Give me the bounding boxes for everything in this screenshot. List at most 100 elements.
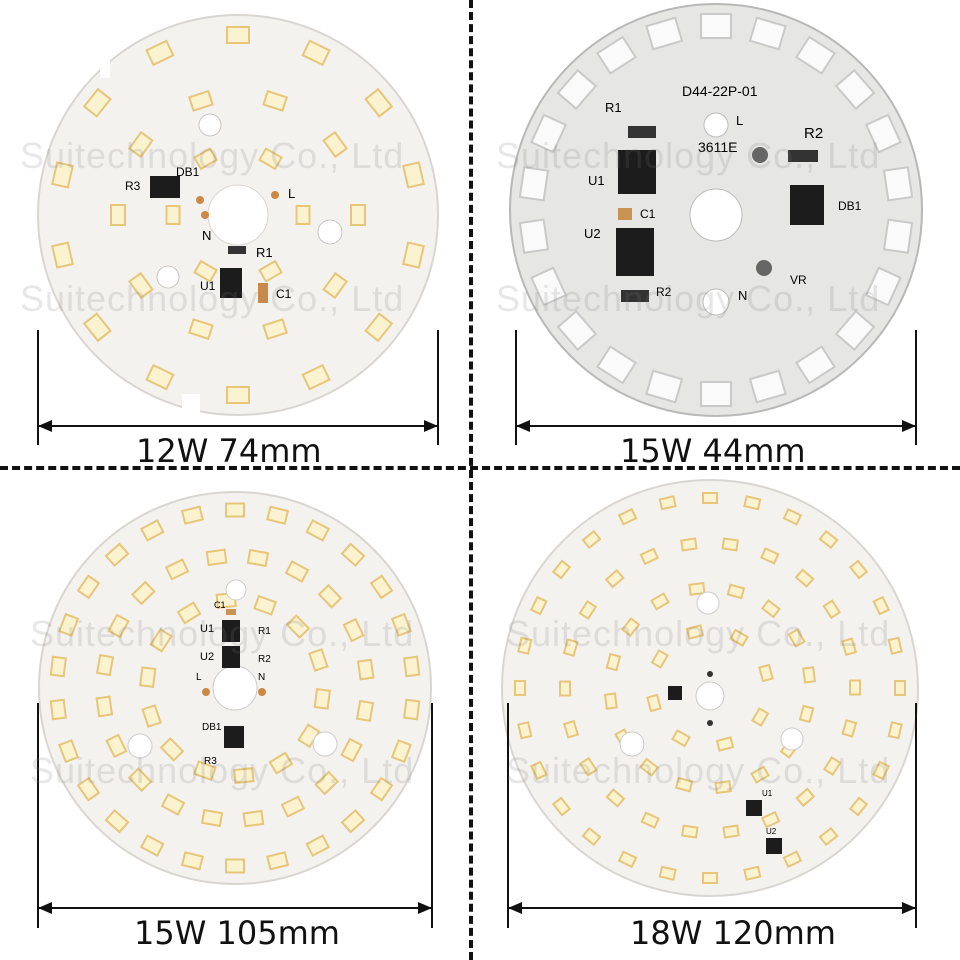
led-chip [887,636,903,655]
led-chip [317,583,343,609]
led-chip [834,309,876,352]
led-chip [782,850,803,869]
bridge-rectifier-chip [224,726,244,748]
led-chip [58,739,80,764]
panel-15w-44mm: D44-22P-01 3611E R1 R2 U1 U2 C1 DB1 L N … [478,0,948,470]
silk-model: D44-22P-01 [682,83,758,99]
silk-r1: R1 [256,245,273,260]
led-chip [700,13,732,39]
led-chip [782,507,803,526]
led-chip [603,692,618,710]
panel-18w: U1 U2 Suitechnology Co., Ltd Suitechnolo… [478,478,948,948]
led-chip [758,663,774,683]
led-chip [164,558,190,581]
led-chip [369,776,394,802]
led-chip [848,796,869,817]
led-group [518,13,914,407]
led-chip [364,87,394,118]
led-chip [95,695,114,718]
led-chip [517,721,533,740]
led-chip [139,519,165,542]
led-chip [49,655,67,678]
led-chip [285,614,311,639]
watermark: Suitechnology Co., Ltd [20,278,405,319]
led-chip [518,166,550,202]
panel-15w-105mm: U1 U2 R1 R2 C1 L N DB1 R3 Suitechnology … [0,478,470,948]
led-chip [205,548,228,567]
led-chip [127,271,154,300]
watermark: Suitechnology Co., Ltd [20,135,405,176]
led-chip [551,559,572,580]
led-chip [640,811,660,829]
led-chip [145,39,175,67]
silk-n: N [202,228,211,243]
led-chip [58,612,80,637]
led-chip [658,495,677,511]
led-chip [49,698,67,721]
led-chip [848,679,862,696]
led-chip [369,574,394,600]
led-chip [795,345,836,385]
led-chip [864,266,902,307]
led-chip [645,16,684,51]
led-chip [262,89,289,112]
led-chip [822,756,842,776]
led-chip [110,204,126,226]
led-chip [578,756,598,777]
led-chip [840,637,858,657]
led-chip [702,872,718,884]
led-chip [596,345,637,385]
led-chip [681,824,699,839]
driver-ic-u1 [222,620,240,642]
led-chip [558,680,572,697]
led-chip [193,259,218,283]
panel-label: 18W 120mm [630,914,836,948]
led-chip [787,628,806,648]
led-chip [882,166,914,202]
led-chip [340,542,366,568]
led-chip [165,205,181,225]
led-chip [581,826,602,847]
center-hole [689,188,743,242]
silk-r3: R3 [204,756,217,767]
led-chip [518,218,550,254]
silk-db1: DB1 [838,199,862,213]
led-chip [700,381,732,407]
led-chip [818,826,839,847]
led-chip [258,259,283,283]
led-chip [530,113,568,154]
led-chip [578,600,598,620]
driver-ic-u1 [618,150,656,194]
led-chip [160,793,186,816]
center-hole [695,681,725,711]
led-chip [841,719,858,738]
led-chip [159,737,185,762]
led-chip [795,787,816,808]
led-chip [714,780,732,795]
led-chip [403,655,421,678]
vertical-divider [469,0,473,960]
silk-u2: U2 [200,651,214,663]
watermark: Suitechnology Co., Ltd [30,750,415,791]
led-chip [242,809,265,828]
led-chip [403,698,421,721]
silk-db1: DB1 [176,165,200,179]
led-chip [258,147,283,171]
led-chip [680,537,698,552]
panel-12w: DB1 R3 L N R1 U1 C1 Suitechnology Co., L… [0,0,470,470]
watermark: Suitechnology Co., Ltd [506,613,891,654]
led-chip [104,542,130,568]
led-chip [301,363,331,391]
driver-ic-u1 [220,268,242,298]
led-chip [882,218,914,254]
driver-ic-u2 [222,646,240,668]
led-chip [187,89,214,112]
led-chip [760,810,781,829]
led-chip [104,808,130,834]
led-chip [818,529,839,550]
led-chip [605,788,626,808]
led-chip [529,595,548,616]
led-chip [253,594,278,616]
led-chip [864,113,902,154]
led-chip [127,767,153,793]
